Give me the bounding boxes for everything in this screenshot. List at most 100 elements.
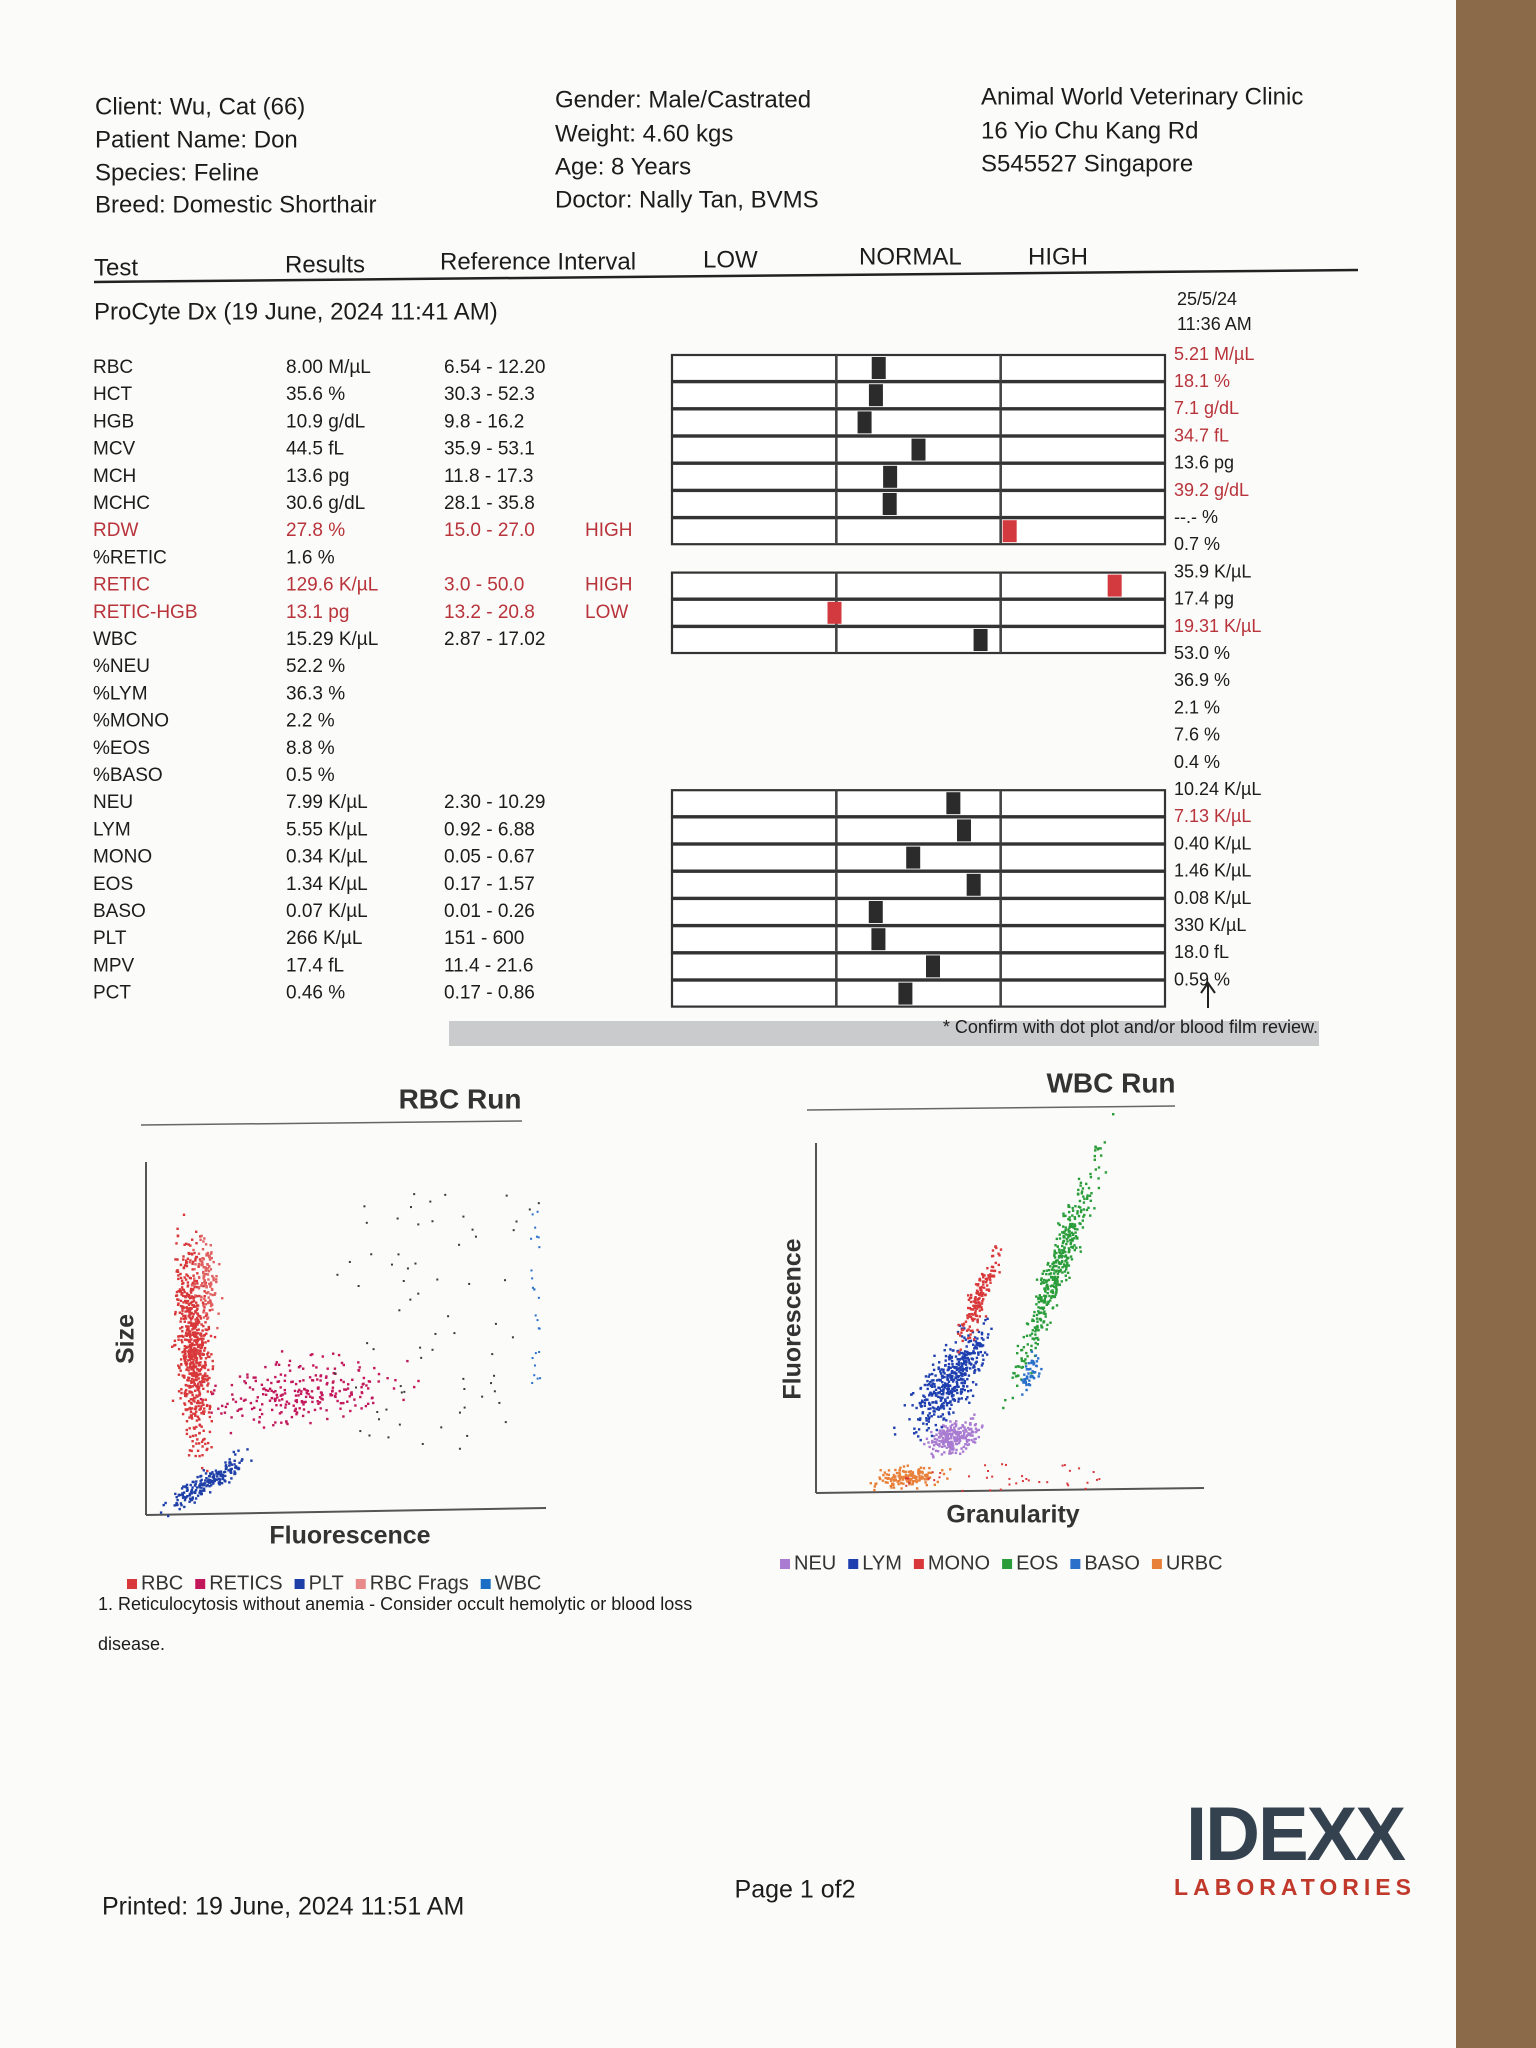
- scatter-dot: [201, 1301, 205, 1304]
- scatter-dot: [386, 1377, 389, 1380]
- scatter-dot: [941, 1403, 944, 1406]
- scatter-dot: [199, 1480, 202, 1483]
- scatter-dot: [241, 1414, 244, 1417]
- scatter-dot: [181, 1493, 184, 1497]
- scatter-dot: [298, 1407, 301, 1410]
- scatter-dot: [972, 1300, 975, 1303]
- scatter-dot: [207, 1291, 210, 1294]
- scatter-dot: [963, 1356, 966, 1359]
- scatter-dot: [1078, 1199, 1082, 1203]
- scatter-dot: [360, 1391, 364, 1395]
- scatter-dot: [1049, 1321, 1052, 1324]
- scatter-dot: [889, 1479, 893, 1483]
- scatter-dot: [1094, 1149, 1097, 1152]
- scatter-dot: [976, 1328, 979, 1332]
- range-bar: [670, 870, 1167, 899]
- scatter-dot: [195, 1308, 199, 1312]
- scatter-dot: [297, 1366, 301, 1369]
- note-line: disease.: [98, 1634, 165, 1654]
- scatter-dot: [338, 1389, 341, 1393]
- scatter-dot: [195, 1378, 198, 1382]
- scatter-dot: [238, 1408, 241, 1411]
- scatter-dot: [192, 1399, 195, 1402]
- scatter-dot: [349, 1392, 353, 1395]
- scatter-dot: [184, 1349, 187, 1353]
- scatter-dot: [193, 1501, 196, 1504]
- scatter-dot: [1034, 1328, 1038, 1331]
- scatter-dot: [964, 1443, 967, 1446]
- scatter-dot: [961, 1355, 964, 1359]
- scatter-dot: [207, 1478, 210, 1481]
- scatter-dot: [196, 1352, 199, 1355]
- scatter-dot: [963, 1352, 966, 1356]
- scatter-dot: [196, 1494, 200, 1497]
- scatter-dot: [990, 1275, 994, 1278]
- scatter-dot: [185, 1384, 188, 1387]
- scatter-dot: [930, 1452, 933, 1455]
- scatter-dot: [911, 1473, 915, 1476]
- scatter-dot: [390, 1263, 393, 1266]
- scatter-dot: [928, 1373, 931, 1376]
- scatter-dot: [1064, 1250, 1067, 1254]
- scatter-dot: [298, 1388, 301, 1392]
- scatter-dot: [218, 1483, 221, 1486]
- y-axis-label: Fluorescence: [779, 1238, 807, 1399]
- scatter-dot: [421, 1442, 424, 1445]
- scatter-dot: [207, 1270, 211, 1273]
- scatter-dot: [360, 1386, 363, 1389]
- scatter-dot: [284, 1403, 288, 1406]
- legend-label: WBC: [495, 1572, 542, 1594]
- scatter-dot: [202, 1484, 205, 1487]
- scatter-dot: [252, 1418, 256, 1421]
- scatter-dot: [973, 1317, 976, 1321]
- scatter-dot: [971, 1394, 975, 1398]
- scatter-dot: [962, 1324, 965, 1327]
- scatter-dot: [207, 1296, 210, 1299]
- scatter-dot: [311, 1400, 314, 1404]
- scatter-dot: [944, 1399, 947, 1402]
- scatter-dot: [213, 1293, 216, 1296]
- scatter-dot: [420, 1356, 423, 1359]
- scatter-dot: [1035, 1317, 1039, 1320]
- scatter-dot: [980, 1306, 983, 1309]
- scatter-dot: [531, 1277, 534, 1280]
- scatter-dot: [185, 1301, 188, 1304]
- scatter-dot: [187, 1303, 191, 1306]
- scatter-dot: [188, 1336, 192, 1339]
- scatter-dot: [939, 1407, 942, 1410]
- scatter-dot: [1034, 1341, 1037, 1345]
- scatter-dot: [1075, 1246, 1078, 1249]
- scatter-dot: [950, 1376, 954, 1379]
- scatter-dot: [1058, 1223, 1061, 1227]
- scatter-dot: [983, 1274, 986, 1277]
- scatter-dot: [218, 1263, 221, 1266]
- previous-result: 5.21 M/µL: [1174, 344, 1254, 364]
- scatter-dot: [1094, 1168, 1097, 1171]
- scatter-dot: [1045, 1303, 1048, 1306]
- scatter-dot: [536, 1319, 539, 1322]
- scatter-dot: [1040, 1282, 1043, 1285]
- scatter-dot: [262, 1393, 265, 1396]
- scatter-dot: [194, 1321, 198, 1324]
- scatter-dot: [931, 1439, 934, 1443]
- scatter-dot: [179, 1358, 183, 1361]
- scatter-dot: [187, 1384, 190, 1388]
- scatter-dot: [893, 1433, 897, 1436]
- scatter-dot: [207, 1382, 210, 1385]
- scatter-dot: [1098, 1478, 1101, 1481]
- previous-result: 10.24 K/µL: [1174, 779, 1261, 799]
- scatter-dot: [203, 1410, 206, 1413]
- scatter-dot: [965, 1440, 969, 1443]
- scatter-dot: [1077, 1177, 1081, 1181]
- scatter-dot: [957, 1363, 960, 1367]
- scatter-dot: [918, 1478, 921, 1482]
- scatter-dot: [207, 1327, 211, 1331]
- scatter-dot: [190, 1354, 193, 1357]
- scatter-dot: [216, 1326, 219, 1330]
- scatter-dot: [948, 1450, 951, 1453]
- scatter-dot: [398, 1309, 401, 1312]
- scatter-dot: [971, 1308, 974, 1311]
- scatter-dot: [954, 1341, 957, 1344]
- scatter-dot: [191, 1394, 194, 1397]
- scatter-dot: [987, 1274, 990, 1277]
